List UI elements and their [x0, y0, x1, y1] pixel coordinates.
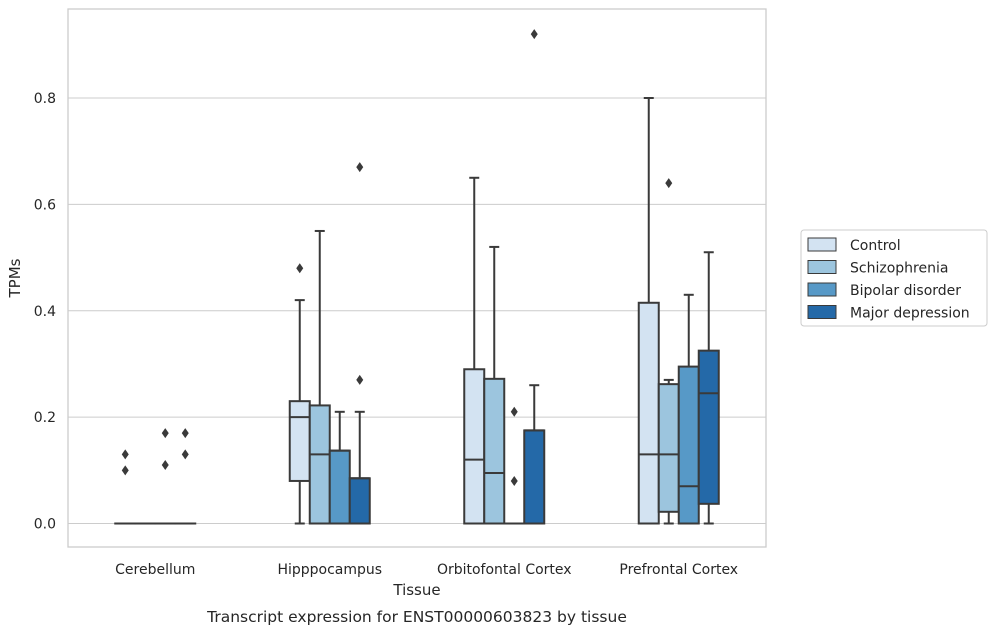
x-tick-label: Cerebellum	[115, 562, 195, 578]
box-body	[464, 369, 484, 523]
x-tick-label: Prefrontal Cortex	[619, 562, 738, 578]
box-body	[290, 401, 310, 481]
box-body	[330, 451, 350, 524]
legend-swatch	[808, 306, 836, 319]
x-tick-label: Hipppocampus	[277, 562, 382, 578]
legend-label: Major depression	[850, 306, 970, 322]
x-tick-label: Orbitofontal Cortex	[437, 562, 572, 578]
box-body	[484, 379, 504, 524]
y-tick-label: 0.0	[34, 517, 56, 533]
y-tick-label: 0.2	[34, 410, 56, 426]
legend-label: Schizophrenia	[850, 261, 948, 277]
box-body	[699, 351, 719, 504]
y-tick-label: 0.8	[34, 91, 56, 107]
box-body	[659, 384, 679, 512]
legend-swatch	[808, 238, 836, 251]
legend: Control Schizophrenia Bipolar disorder Majo…	[801, 230, 987, 326]
legend-label: Bipolar disorder	[850, 283, 961, 299]
box-body	[350, 478, 370, 523]
box-body	[639, 303, 659, 524]
chart-caption: Transcript expression for ENST0000060382…	[206, 608, 627, 626]
box-body	[310, 405, 330, 523]
legend-swatch	[808, 283, 836, 296]
legend-label: Control	[850, 238, 901, 254]
box-body	[524, 430, 544, 523]
y-axis-label: TPMs	[6, 258, 24, 298]
box-body	[679, 367, 699, 524]
x-axis-label: Tissue	[392, 581, 440, 599]
y-tick-label: 0.4	[34, 304, 56, 320]
legend-swatch	[808, 261, 836, 274]
y-tick-label: 0.6	[34, 197, 56, 213]
